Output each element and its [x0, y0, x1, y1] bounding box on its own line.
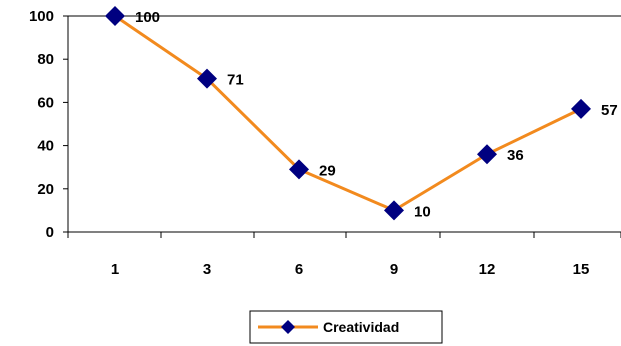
x-tick-label: 1 [111, 261, 119, 278]
legend: Creatividad [249, 310, 443, 344]
y-tick-label: 100 [29, 8, 54, 25]
legend-diamond-marker [281, 320, 295, 334]
data-labels: 100 71 29 10 36 57 [135, 9, 618, 220]
y-tick-label: 40 [37, 138, 54, 155]
data-label: 36 [507, 147, 524, 164]
data-label: 57 [601, 102, 618, 119]
x-tick-label: 3 [203, 261, 211, 278]
series-line-creatividad [114, 14, 582, 212]
y-tick-label: 80 [37, 51, 54, 68]
x-axis: 1 3 6 9 12 15 [67, 231, 621, 278]
y-tick-label: 0 [46, 224, 54, 241]
data-point-marker [384, 200, 404, 221]
data-point-marker [477, 144, 497, 165]
y-tick-label: 20 [37, 181, 54, 198]
y-tick-label: 60 [37, 94, 54, 111]
data-label: 71 [227, 72, 244, 89]
legend-label-creatividad: Creatividad [323, 319, 399, 335]
data-label: 29 [319, 162, 336, 179]
data-point-marker [289, 159, 309, 180]
data-point-marker [197, 68, 217, 89]
y-axis: 0 20 40 60 80 100 [29, 8, 621, 241]
series-creatividad [105, 6, 591, 221]
data-label: 10 [414, 203, 431, 220]
data-point-marker [105, 6, 125, 26]
x-tick-label: 9 [390, 261, 398, 278]
data-point-marker [571, 98, 591, 119]
x-tick-label: 12 [479, 261, 496, 278]
x-tick-label: 6 [295, 261, 303, 278]
x-tick-label: 15 [573, 261, 590, 278]
data-label: 100 [135, 9, 160, 26]
